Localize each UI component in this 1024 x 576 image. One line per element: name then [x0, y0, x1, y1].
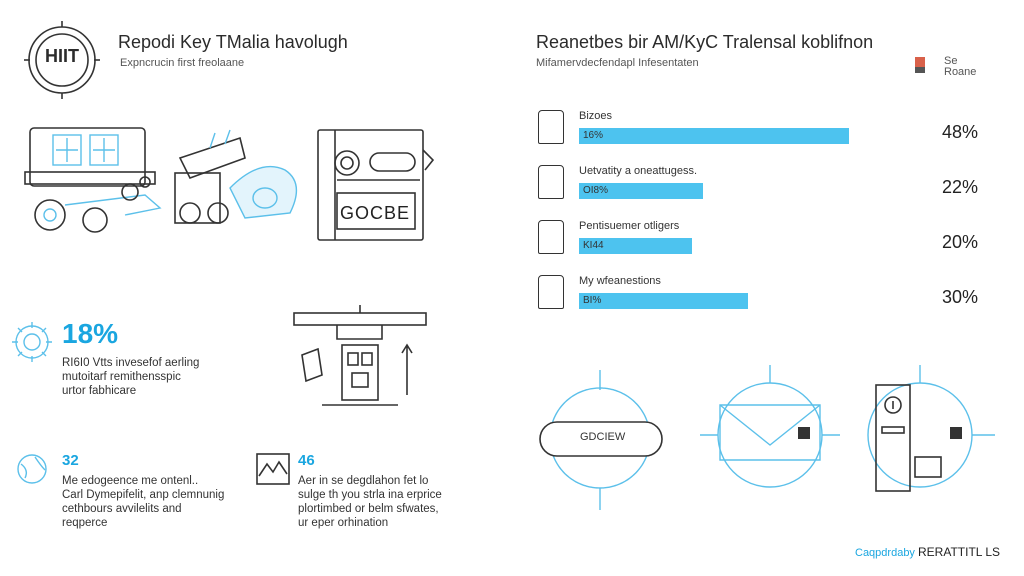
bar-percent-label: 30%: [941, 287, 978, 307]
server-dial-illustration-icon: [867, 365, 995, 492]
bar: BI%: [579, 293, 748, 309]
bar-inner-label: 16%: [583, 130, 604, 141]
globe-icon: [17, 454, 47, 484]
logo-badge-icon: [24, 21, 100, 99]
bar-percent-label: 48%: [941, 122, 978, 142]
stat-a-line: reqperce: [62, 517, 108, 529]
bar-inner-label: BI%: [583, 295, 602, 306]
balance-scale-illustration-icon: [293, 305, 427, 406]
capsule-label: GDCIEW: [580, 431, 626, 443]
machine-illustration-icon: [174, 129, 298, 224]
legend-swatch-icon: [915, 67, 925, 73]
stat-main-line: mutoitarf remithensspic: [62, 371, 181, 383]
stat-b-line: ur eper orhination: [298, 517, 389, 529]
page-subtitle: Expncrucin first freolaane: [120, 57, 245, 69]
device-screen-label: GOCBE: [340, 203, 411, 223]
cup-icon: [538, 165, 564, 199]
person-icon: [538, 275, 564, 309]
chart-title: Reanetbes bir AM/KyC Tralensal koblifnon: [536, 32, 874, 52]
legend-label: Roane: [944, 66, 977, 78]
bar-percent-label: 22%: [941, 177, 978, 197]
legend-swatch-icon: [915, 57, 925, 67]
footer-brand: RERATTITL LS: [918, 545, 1001, 559]
bar: KI44: [579, 238, 692, 254]
stat-a-line: Me edogeence me ontenl..: [62, 475, 199, 487]
chart-subtitle: Mifamervdecfendapl Infesentaten: [536, 57, 699, 69]
footer-credit: Caqpdrdaby RERATTITL LS: [855, 545, 1000, 559]
bar-label: Bizoes: [579, 110, 613, 122]
stacked-bars-icon: [538, 220, 564, 254]
bar-label: My wfeanestions: [579, 275, 661, 287]
bar-label: Uetvatity a oneattugess.: [579, 165, 698, 177]
envelope-dial-illustration-icon: [700, 365, 840, 488]
stat-a-line: Carl Dymepifelit, anp clemnunig: [62, 489, 225, 501]
bar-inner-label: OI8%: [583, 185, 609, 196]
gear-cluster-icon: [12, 322, 52, 362]
logo-text: HIIT: [45, 46, 79, 66]
stat-a-value: 32: [62, 452, 79, 469]
bar: OI8%: [579, 183, 703, 199]
bar: 16%: [579, 128, 849, 144]
stat-b-line: Aer in se degdlahon fet lo: [298, 475, 429, 487]
stat-main-value: 18%: [62, 318, 119, 349]
stat-a-line: cethbours avvilelits and: [62, 503, 182, 515]
stat-main-line: RI6I0 Vtts invesefof aerling: [62, 357, 200, 369]
mountain-chart-icon: [256, 453, 290, 485]
computer-illustration-icon: [317, 129, 435, 241]
bar-percent-label: 20%: [941, 232, 978, 252]
stat-b-value: 46: [298, 452, 315, 469]
stat-main-line: urtor fabhicare: [62, 385, 137, 397]
bar-inner-label: KI44: [583, 240, 604, 251]
bar-label: Pentisuemer otligers: [579, 220, 680, 232]
stat-b-line: plortimbed or belm sfwates,: [298, 503, 439, 515]
person-trophy-icon: [538, 110, 564, 144]
page-title: Repodi Key TMalia havolugh: [118, 32, 348, 52]
legend-label: Se: [944, 55, 958, 67]
capsule-dial-illustration-icon: [539, 370, 663, 510]
vehicle-illustration-icon: [24, 127, 162, 233]
footer-prefix: Caqpdrdaby: [855, 547, 915, 559]
stat-b-line: sulge th you strla ina erprice: [298, 489, 442, 501]
